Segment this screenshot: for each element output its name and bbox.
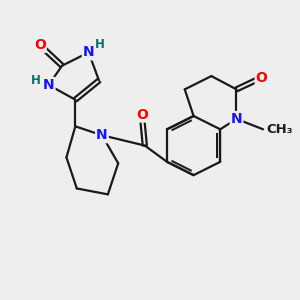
Text: O: O xyxy=(34,38,46,52)
Text: N: N xyxy=(43,78,55,92)
Text: N: N xyxy=(96,128,108,142)
Text: N: N xyxy=(83,45,94,59)
Text: H: H xyxy=(95,38,105,51)
Text: O: O xyxy=(256,70,268,85)
Text: N: N xyxy=(231,112,242,126)
Text: H: H xyxy=(31,74,41,87)
Text: CH₃: CH₃ xyxy=(266,123,292,136)
Text: O: O xyxy=(136,107,148,122)
